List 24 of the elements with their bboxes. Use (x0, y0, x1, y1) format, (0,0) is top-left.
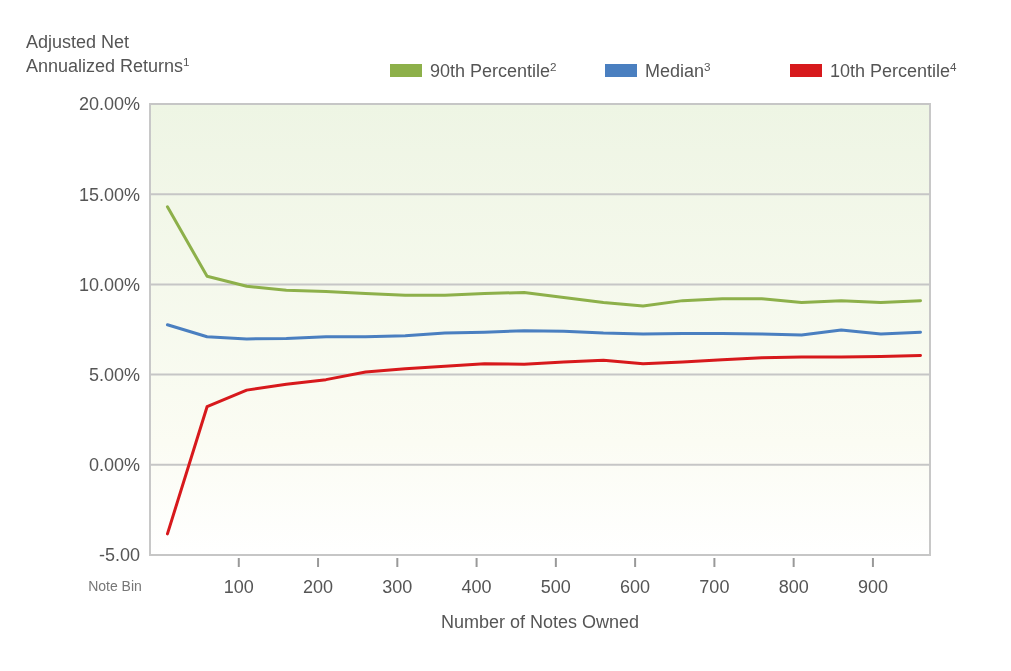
y-axis-title: Adjusted Net Annualized Returns$^{1}$ (26, 32, 190, 76)
x-axis-title: Number of Notes Owned (440, 612, 640, 632)
x-tick-label: 200 (303, 577, 334, 597)
y-tick-label: -5.00 (98, 545, 140, 566)
legend-label: 10th Percentile$^{4}$ (830, 59, 958, 81)
y-tick-label: 0.00% (88, 455, 140, 476)
x-tick-label: 900 (857, 577, 888, 597)
line-series (165, 205, 922, 308)
x-tick-label: 500 (540, 577, 571, 597)
y-tick-label: 20.00% (78, 94, 140, 115)
x-tick-label: 300 (382, 577, 413, 597)
x-tick-label: 700 (699, 577, 730, 597)
x-tick-label: 800 (778, 577, 809, 597)
y-tick-label: 5.00% (88, 364, 140, 385)
x-tick-label: 600 (620, 577, 651, 597)
line-series (165, 353, 922, 536)
text: Note Bin (88, 578, 142, 594)
legend-label: Median$^{3}$ (645, 59, 711, 81)
y-tick-label: 10.00% (78, 274, 140, 295)
y-tick-label: 15.00% (78, 184, 140, 205)
line-series (165, 323, 922, 341)
legend-label: 90th Percentile$^{2}$ (430, 59, 557, 81)
x-tick-label: 400 (461, 577, 492, 597)
x-tick-label: 100 (223, 577, 254, 597)
